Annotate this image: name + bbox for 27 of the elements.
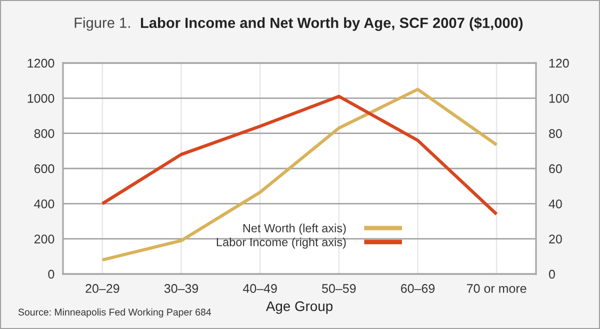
legend-label: Labor Income (right axis): [216, 238, 346, 249]
y-tick-label: 1000: [28, 94, 54, 103]
line-series: [100, 94, 498, 216]
y-tick-label: 0: [48, 270, 54, 279]
x-axis-title: Age Group: [266, 301, 333, 314]
x-tick-label: 60–69: [401, 284, 435, 293]
x-tick-label: 50–59: [322, 284, 356, 293]
y2-tick-label: 0: [548, 270, 555, 279]
x-tick-label: 70 or more: [467, 284, 526, 293]
y-tick-label: 800: [34, 129, 54, 138]
y2-tick-label: 60: [549, 164, 562, 174]
chart-title: Figure 1. Labor Income and Net Worth by Age, SCF 2007 ($1,000): [74, 17, 523, 31]
x-tick-label: 20–29: [86, 284, 120, 293]
source-note: Source: Minneapolis Fed Working Paper 684: [18, 308, 212, 318]
line-series: [100, 88, 498, 262]
legend-label: Net Worth (left axis): [243, 224, 346, 235]
y-tick-label: 1200: [28, 58, 54, 68]
y2-tick-label: 120: [549, 58, 569, 68]
x-tick-label: 40–49: [242, 284, 277, 293]
y-tick-label: 400: [34, 199, 54, 208]
y-tick-label: 600: [34, 164, 54, 174]
y2-tick-label: 80: [549, 129, 562, 138]
x-tick-label: 30–39: [164, 284, 198, 293]
y2-tick-label: 40: [548, 199, 562, 208]
y2-tick-label: 20: [549, 234, 562, 244]
y-tick-label: 200: [34, 234, 54, 244]
y2-tick-label: 100: [549, 94, 569, 103]
